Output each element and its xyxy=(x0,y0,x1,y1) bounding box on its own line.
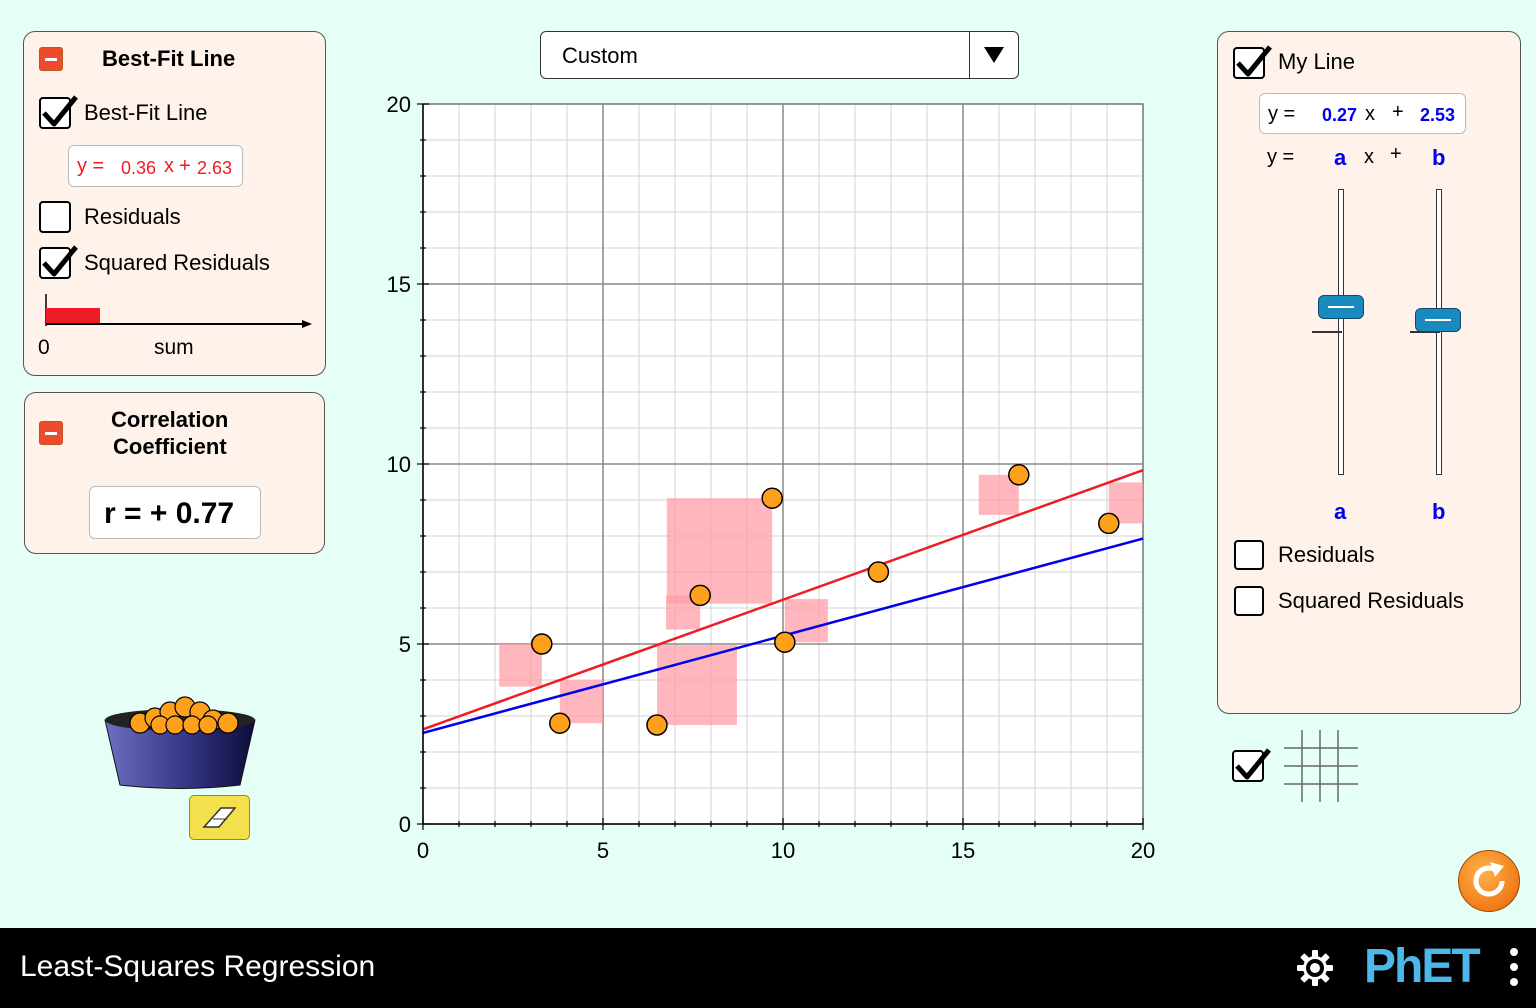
squared-residual xyxy=(657,645,737,725)
equation-plus: + xyxy=(179,155,191,177)
x-tick-label: 0 xyxy=(417,838,429,863)
sum-of-squares-bar xyxy=(45,294,312,328)
collapse-correlation-button[interactable] xyxy=(39,421,63,445)
symbolic-plus: + xyxy=(1390,143,1402,165)
chevron-down-icon xyxy=(984,47,1004,63)
symbolic-a: a xyxy=(1334,145,1347,170)
data-point[interactable] xyxy=(1098,512,1120,535)
more-options-icon[interactable] xyxy=(1508,948,1520,988)
data-point-bucket[interactable] xyxy=(100,690,260,790)
data-point[interactable] xyxy=(549,712,571,734)
equation-prefix: y = xyxy=(77,155,105,177)
checkmark-icon xyxy=(42,95,78,127)
grid-checkbox[interactable] xyxy=(1232,748,1271,782)
symbolic-prefix: y = xyxy=(1267,146,1295,168)
my-line-equation: y = 0.27 x + 2.53 xyxy=(1259,93,1466,134)
equation-slope: 0.36 xyxy=(121,158,157,178)
combo-selected-value: Custom xyxy=(562,43,638,68)
data-point[interactable] xyxy=(646,714,668,736)
sum-zero-label: 0 xyxy=(38,336,50,359)
reset-icon xyxy=(1473,862,1505,897)
data-point[interactable] xyxy=(761,487,783,509)
eraser-button[interactable] xyxy=(189,795,250,840)
equation-intercept: 2.63 xyxy=(197,158,233,178)
equation-x: x xyxy=(1365,103,1375,125)
best-fit-equation: y = 0.36 x + 2.63 xyxy=(68,145,243,187)
best-fit-squared-residuals-checkbox[interactable] xyxy=(39,245,78,279)
my-line-squared-residuals-label: Squared Residuals xyxy=(1278,588,1464,613)
correlation-title-line1: Correlation xyxy=(111,407,229,432)
slider-a-zero-tick xyxy=(1312,331,1342,333)
best-fit-panel-title: Best-Fit Line xyxy=(102,46,236,71)
best-fit-line xyxy=(423,468,1143,731)
data-point[interactable] xyxy=(867,561,890,583)
axes xyxy=(417,103,1144,830)
eraser-icon xyxy=(202,807,237,828)
grid-icon xyxy=(1284,730,1358,802)
correlation-panel: Correlation Coefficient r = + 0.77 xyxy=(24,392,325,554)
my-line-title: My Line xyxy=(1278,49,1356,74)
equation-x: x xyxy=(164,155,174,177)
equation-plus: + xyxy=(1392,101,1404,123)
collapse-best-fit-button[interactable] xyxy=(39,47,63,71)
navigation-bar: Least-Squares Regression PhET xyxy=(0,928,1536,1008)
equation-prefix: y = xyxy=(1268,103,1296,125)
best-fit-line-checkbox[interactable] xyxy=(39,95,78,129)
correlation-value: r = + 0.77 xyxy=(104,497,235,530)
squared-residuals xyxy=(499,474,1143,725)
phet-logo-text: PhET xyxy=(1364,940,1481,993)
slider-a-thumb[interactable] xyxy=(1318,295,1364,319)
squared-residual xyxy=(666,498,773,604)
y-tick-label: 5 xyxy=(399,632,411,657)
checkmark-icon xyxy=(42,245,78,277)
slider-a-label: a xyxy=(1334,499,1347,524)
scatter-plot: 0 5 10 15 20 0 5 10 15 20 xyxy=(387,92,1156,863)
my-line-panel: My Line y = 0.27 x + 2.53 y = a x + b a … xyxy=(1217,31,1521,714)
x-tick-label: 10 xyxy=(771,838,795,863)
equation-slope: 0.27 xyxy=(1322,105,1358,125)
symbolic-x: x xyxy=(1364,146,1374,168)
y-tick-label: 20 xyxy=(387,92,411,117)
tick-labels: 0 5 10 15 20 0 5 10 15 20 xyxy=(387,92,1156,863)
data-point[interactable] xyxy=(531,633,553,655)
y-tick-label: 15 xyxy=(387,272,411,297)
my-line-checkbox[interactable] xyxy=(1233,45,1272,79)
slider-b-label: b xyxy=(1432,499,1446,524)
checkmark-icon xyxy=(1236,45,1272,77)
data-points[interactable] xyxy=(531,464,1120,736)
gear-icon[interactable] xyxy=(1296,949,1334,987)
my-line-residuals-label: Residuals xyxy=(1278,542,1375,567)
sum-label: sum xyxy=(154,336,194,359)
best-fit-squared-residuals-label: Squared Residuals xyxy=(84,250,270,275)
sim-title: Least-Squares Regression xyxy=(20,950,376,983)
phet-logo[interactable]: PhET xyxy=(1364,942,1494,992)
correlation-value-box: r = + 0.77 xyxy=(89,486,261,539)
data-set-combo-box[interactable]: Custom xyxy=(540,31,1019,79)
slider-b-thumb[interactable] xyxy=(1415,308,1461,332)
correlation-title-line2: Coefficient xyxy=(113,434,227,459)
best-fit-panel: Best-Fit Line Best-Fit Line y = 0.36 x +… xyxy=(23,31,326,376)
reset-all-button[interactable] xyxy=(1458,850,1520,912)
my-line-residuals-checkbox[interactable] xyxy=(1234,540,1264,570)
symbolic-b: b xyxy=(1432,145,1446,170)
my-line-squared-residuals-checkbox[interactable] xyxy=(1234,586,1264,616)
y-tick-label: 0 xyxy=(399,812,411,837)
x-tick-label: 20 xyxy=(1131,838,1155,863)
x-tick-label: 5 xyxy=(597,838,609,863)
best-fit-residuals-label: Residuals xyxy=(84,204,181,229)
checkmark-icon xyxy=(1235,748,1271,780)
data-point[interactable] xyxy=(1008,464,1030,486)
bucket-points xyxy=(129,696,239,735)
y-tick-label: 10 xyxy=(387,452,411,477)
best-fit-line-label: Best-Fit Line xyxy=(84,100,208,125)
equation-intercept: 2.53 xyxy=(1420,105,1456,125)
best-fit-residuals-checkbox[interactable] xyxy=(39,201,71,233)
data-point[interactable] xyxy=(774,631,796,653)
x-tick-label: 15 xyxy=(951,838,975,863)
data-point[interactable] xyxy=(689,584,711,607)
